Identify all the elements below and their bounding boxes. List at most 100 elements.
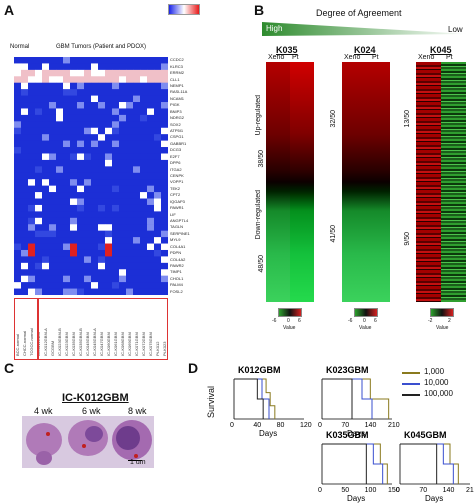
heatmap-cell — [119, 256, 127, 264]
heatmap-cell — [154, 204, 162, 212]
heatmap-cell — [14, 230, 22, 238]
heatmap-cell — [133, 282, 141, 289]
heatmap-cell — [21, 269, 29, 276]
heatmap-cell — [112, 288, 120, 295]
heatmap-cell — [28, 256, 36, 264]
heatmap-cell — [147, 76, 155, 83]
heatmap-cell — [126, 243, 134, 251]
heatmap-cell — [70, 121, 78, 128]
panel-c-letter: C — [4, 360, 15, 376]
heatmap-cell — [35, 243, 43, 251]
heatmap-cell — [42, 95, 50, 103]
heatmap-cell — [147, 230, 155, 238]
heatmap-cell — [42, 69, 50, 77]
heatmap-cell — [91, 237, 99, 244]
heatmap-cell — [42, 140, 50, 148]
heatmap-cell — [35, 269, 43, 276]
heatmap-cell — [126, 95, 134, 103]
heatmap-cell — [77, 76, 85, 83]
km-curve — [234, 378, 276, 419]
gene-label: TEK2 — [170, 185, 181, 191]
heatmap-cell — [154, 102, 162, 109]
heatmap-cell — [112, 204, 120, 212]
heatmap-cell — [70, 237, 78, 244]
heatmap-cell — [126, 134, 134, 141]
heatmap-cell — [14, 256, 22, 264]
heatmap-cell — [105, 185, 113, 193]
heatmap-cell — [105, 153, 113, 161]
heatmap-cell — [84, 179, 92, 186]
heatmap-cell — [35, 140, 43, 148]
heatmap-cell — [119, 153, 127, 161]
heatmap-cell — [147, 102, 155, 109]
heatmap-cell — [112, 249, 120, 257]
km-plot-k035: K035GBM 0 50 100 150 Days — [310, 428, 400, 503]
heatmap-cell — [98, 102, 106, 109]
heatmap-cell — [63, 127, 71, 135]
heatmap-cell — [126, 237, 134, 244]
heatmap-cell — [77, 192, 85, 199]
heatmap-cell — [14, 63, 22, 71]
heatmap-cell — [49, 121, 57, 128]
heatmap-cell — [133, 108, 141, 116]
heatmap-cell — [28, 198, 36, 206]
km-tick-label: 120 — [300, 422, 312, 429]
heatmap-cell — [133, 114, 141, 122]
heatmap-cell — [126, 224, 134, 231]
gene-label: LIF — [170, 211, 176, 217]
km-legend: 1,000 10,000 100,000 — [402, 367, 472, 412]
heatmap-cell — [154, 282, 162, 289]
heatmap-cell — [42, 211, 50, 219]
heatmap-cell — [161, 76, 168, 83]
heatmap-cell — [63, 185, 71, 193]
heatmap-cell — [70, 256, 78, 264]
heatmap-cell — [49, 269, 57, 276]
heatmap-cell — [133, 57, 141, 64]
heatmap-cell — [84, 153, 92, 161]
heatmap-cell — [91, 140, 99, 148]
heatmap-cell — [147, 82, 155, 90]
heatmap-cell — [35, 179, 43, 186]
heatmap-cell — [119, 108, 127, 116]
heatmap-cell — [84, 121, 92, 128]
heatmap-cell — [35, 134, 43, 141]
heatmap-cell — [119, 114, 127, 122]
heatmap-cell — [112, 140, 120, 148]
heatmap-cell — [161, 198, 168, 206]
heatmap-cell — [35, 211, 43, 219]
heatmap-cell — [112, 166, 120, 173]
heatmap-cell — [35, 282, 43, 289]
heatmap-cell — [14, 69, 22, 77]
k045-xeno-column — [416, 62, 441, 302]
heatmap-cell — [35, 204, 43, 212]
heatmap-cell — [35, 95, 43, 103]
heatmap-cell — [91, 69, 99, 77]
heatmap-cell — [56, 224, 64, 231]
heatmap-cell — [140, 153, 148, 161]
heatmap-cell — [21, 262, 29, 270]
heatmap-cell — [14, 262, 22, 270]
heatmap-cell — [154, 108, 162, 116]
heatmap-cell — [49, 147, 57, 154]
heatmap-cell — [147, 198, 155, 206]
group-k024-title: K024 — [354, 45, 376, 55]
heatmap-cell — [42, 114, 50, 122]
heatmap-cell — [42, 108, 50, 116]
km-tick-label: 0 — [318, 487, 322, 494]
heatmap-cell — [63, 108, 71, 116]
heatmap-cell — [91, 224, 99, 231]
heatmap-cell — [14, 243, 22, 251]
heatmap-cell — [49, 172, 57, 180]
heatmap-cell — [105, 249, 113, 257]
heatmap-cell — [126, 269, 134, 276]
heatmap-cell — [42, 192, 50, 199]
heatmap-cell — [133, 192, 141, 199]
heatmap-cell — [63, 95, 71, 103]
heatmap-cell — [147, 57, 155, 64]
heatmap-cell — [147, 140, 155, 148]
km-title: K023GBM — [326, 365, 369, 375]
heatmap-cell — [126, 211, 134, 219]
km-tick-label: 0 — [396, 487, 400, 494]
gene-label: FOSL2 — [170, 288, 183, 294]
heatmap-cell — [84, 217, 92, 225]
